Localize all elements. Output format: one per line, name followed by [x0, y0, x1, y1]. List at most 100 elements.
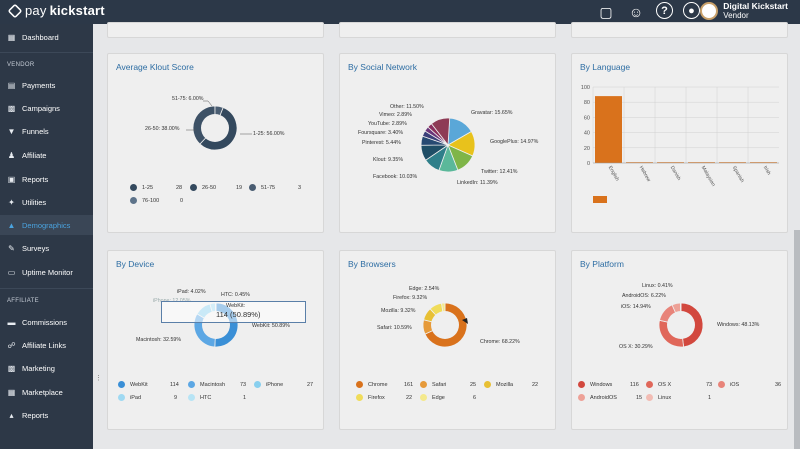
social-label-youtube: YouTube: 2.89% — [368, 121, 407, 127]
chart-tooltip: WebKit: 114 (50.89%) — [161, 301, 306, 323]
support-icon[interactable]: ● — [683, 2, 700, 19]
legend-item-iphone[interactable]: iPhone — [254, 381, 283, 388]
tooltip-title: WebKit: — [226, 303, 246, 309]
sidebar-item-affiliate-reports[interactable]: ▴ Reports — [0, 405, 93, 425]
card-social-network: By Social Network Other: 11.50% Vimeo: 2… — [339, 53, 556, 233]
sidebar-item-reports[interactable]: ▣ Reports — [0, 169, 93, 189]
legend-item-firefox[interactable]: Firefox — [356, 394, 385, 401]
card-title: By Browsers — [348, 259, 396, 269]
bar-spanish[interactable] — [719, 162, 746, 163]
link-icon: ☍ — [7, 340, 16, 350]
user-menu[interactable]: Digital Kickstart Vendor — [700, 2, 788, 20]
sidebar-item-utilities[interactable]: ✦ Utilities — [0, 192, 93, 212]
sidebar-item-label: Demographics — [22, 220, 71, 230]
device-label-htc: HTC: 0.45% — [221, 292, 250, 298]
brand-name-light: pay — [25, 3, 47, 18]
commissions-icon: ▬ — [7, 317, 16, 327]
sidebar-item-dashboard[interactable]: ▦ Dashboard — [0, 27, 93, 47]
browser-label-firefox: Firefox: 9.32% — [393, 295, 428, 301]
surveys-icon: ✎ — [8, 243, 15, 253]
platform-donut-chart — [658, 302, 704, 348]
wrench-icon: ✦ — [8, 197, 15, 207]
legend-item-windows[interactable]: Windows — [578, 381, 612, 388]
sidebar-item-affiliate-links[interactable]: ☍ Affiliate Links — [0, 335, 93, 355]
klout-label-51-75: 51-75: 6.00% — [172, 96, 204, 102]
sidebar-item-marketing[interactable]: ▩ Marketing — [0, 358, 93, 378]
legend-item-safari[interactable]: Safari — [420, 381, 446, 388]
sidebar-item-label: Marketplace — [22, 387, 63, 397]
browser-label-edge: Edge: 2.54% — [409, 286, 440, 292]
card-partial-1 — [107, 22, 324, 38]
social-label-vimeo: Vimeo: 2.89% — [379, 112, 412, 118]
y-tick-label: 20 — [584, 146, 590, 152]
bar-danish[interactable] — [657, 162, 684, 163]
card-platform: By Platform Linux: 0.41% AndroidOS: 6.22… — [571, 250, 788, 430]
browser-label-safari: Safari: 10.59% — [377, 325, 412, 331]
pie-slice-linux[interactable] — [680, 302, 682, 326]
social-label-pinterest: Pinterest: 5.44% — [362, 140, 401, 146]
social-label-gravatar: Gravatar: 15.65% — [471, 110, 513, 116]
help-icon[interactable]: ? — [656, 2, 673, 19]
sidebar-item-commissions[interactable]: ▬ Commissions — [0, 312, 93, 332]
sidebar-item-label: Affiliate — [22, 150, 47, 160]
campaigns-icon: ▩ — [7, 103, 16, 113]
sidebar-item-label: Uptime Monitor — [22, 267, 73, 277]
sidebar-item-uptime-monitor[interactable]: ▭ Uptime Monitor — [0, 262, 93, 282]
sidebar-item-demographics[interactable]: ▲ Demographics — [0, 215, 93, 235]
dashboard-icon: ▦ — [7, 32, 16, 42]
x-tick-label: Spanish — [731, 165, 745, 184]
legend-item-chrome[interactable]: Chrome — [356, 381, 388, 388]
social-pie-chart — [420, 117, 476, 173]
bar-hebrew[interactable] — [626, 162, 653, 163]
legend-item-ipad[interactable]: iPad — [118, 394, 141, 401]
legend-item-ios[interactable]: iOS — [718, 381, 739, 388]
social-label-facebook: Facebook: 10.03% — [373, 174, 418, 180]
legend-item-76-100[interactable]: 76-100 — [130, 197, 159, 204]
sidebar-item-campaigns[interactable]: ▩ Campaigns — [0, 98, 93, 118]
language-legend-swatch[interactable] — [593, 196, 607, 203]
card-title: Average Klout Score — [116, 62, 194, 72]
legend-item-osx[interactable]: OS X — [646, 381, 671, 388]
user-name: Digital Kickstart — [723, 1, 788, 11]
bar-irish[interactable] — [750, 162, 777, 163]
sidebar-item-label: Affiliate Links — [22, 340, 67, 350]
legend-item-51-75[interactable]: 51-75 — [249, 184, 275, 191]
sidebar-item-funnels[interactable]: ▼ Funnels — [0, 121, 93, 141]
avatar — [700, 2, 719, 20]
sidebar-item-affiliate[interactable]: ♟ Affiliate — [0, 145, 93, 165]
legend-item-linux[interactable]: Linux — [646, 394, 671, 401]
sidebar-collapse-handle[interactable]: ⋮ — [95, 375, 102, 382]
sidebar-item-payments[interactable]: ▤ Payments — [0, 75, 93, 95]
brand-logo[interactable]: pay kickstart — [7, 3, 105, 18]
pie-slice-other[interactable] — [430, 117, 451, 147]
legend-dot — [190, 184, 197, 191]
legend-item-mozilla[interactable]: Mozilla — [484, 381, 513, 388]
legend-item-edge[interactable]: Edge — [420, 394, 445, 401]
legend-item-htc[interactable]: HTC — [188, 394, 211, 401]
sidebar-item-label: Marketing — [22, 363, 55, 373]
sidebar-item-surveys[interactable]: ✎ Surveys — [0, 238, 93, 258]
legend-item-webkit[interactable]: WebKit — [118, 381, 148, 388]
legend-item-macintosh[interactable]: Macintosh — [188, 381, 225, 388]
bar-english[interactable] — [595, 96, 622, 163]
device-label-ipad: iPad: 4.02% — [177, 289, 206, 295]
klout-label-26-50: 26-50: 38.00% — [145, 126, 180, 132]
legend-item-26-50[interactable]: 26-50 — [190, 184, 216, 191]
social-label-other: Other: 11.50% — [390, 104, 424, 110]
funnel-icon: ▼ — [7, 126, 16, 136]
bar-malaysian[interactable] — [688, 162, 715, 163]
legend-item-androidos[interactable]: AndroidOS — [578, 394, 617, 401]
store-icon[interactable]: ▢ — [599, 3, 613, 20]
platform-label-ios: iOS: 14.94% — [621, 304, 651, 310]
social-label-foursquare: Foursquare: 3.40% — [358, 130, 404, 136]
sidebar-item-label: Commissions — [22, 317, 68, 327]
card-partial-3 — [571, 22, 788, 38]
legend-item-1-25[interactable]: 1-25 — [130, 184, 153, 191]
legend-dot — [130, 184, 137, 191]
sidebar-item-marketplace[interactable]: ▦ Marketplace — [0, 382, 93, 402]
reports-icon: ▣ — [7, 174, 16, 184]
user-icon[interactable]: ☺ — [628, 4, 644, 20]
language-bar-chart: 100 80 60 40 20 0 English Hebrew Danish Malaysian… — [581, 85, 779, 188]
legend-dot — [249, 184, 256, 191]
scrollbar[interactable] — [794, 230, 800, 449]
